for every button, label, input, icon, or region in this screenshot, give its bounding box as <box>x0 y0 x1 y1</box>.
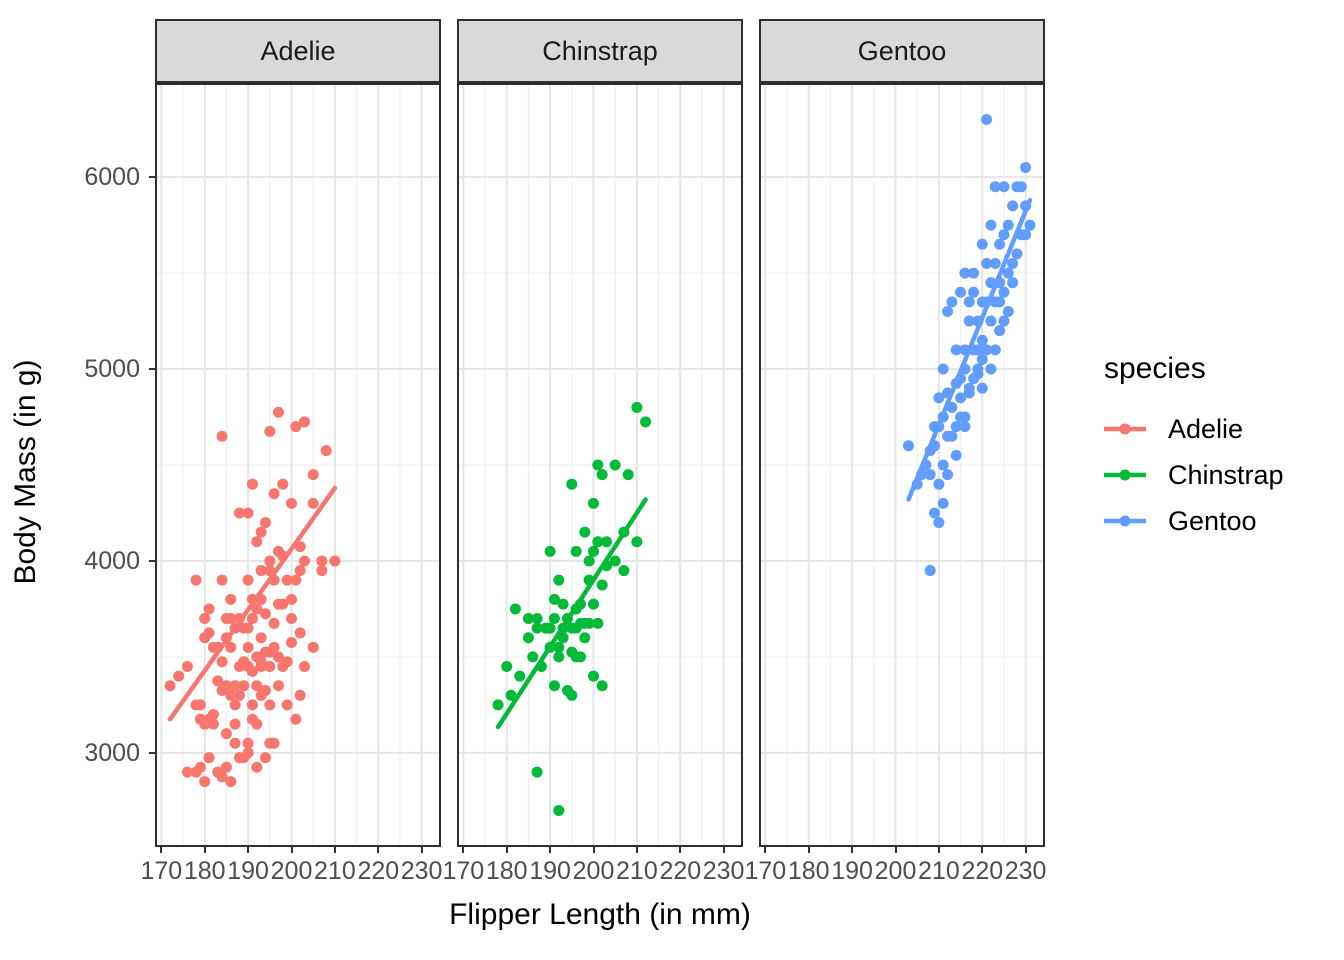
legend-label-adelie: Adelie <box>1168 413 1244 444</box>
legend: species Adelie Chinstrap Gentoo <box>1104 352 1284 550</box>
legend-label-chinstrap: Chinstrap <box>1168 459 1284 490</box>
y-tick-label: 3000 <box>84 738 140 767</box>
x-tick-label: 220 <box>357 857 400 885</box>
x-tick-label: 210 <box>314 857 356 885</box>
x-tick-label: 200 <box>270 857 313 885</box>
y-tick-mark <box>149 368 157 370</box>
y-tick-label: 5000 <box>84 355 140 383</box>
x-tick-mark <box>679 845 682 853</box>
y-tick-mark <box>149 176 157 179</box>
x-tick-label: 180 <box>183 857 226 885</box>
x-tick-label: 220 <box>961 857 1004 885</box>
x-tick-mark <box>1024 845 1027 853</box>
facet-strip-label: Chinstrap <box>542 35 658 66</box>
x-tick-mark <box>635 845 638 853</box>
legend-key-adelie-icon <box>1104 423 1146 435</box>
y-axis-title: Body Mass (in g) <box>9 359 42 585</box>
x-tick-label: 170 <box>442 857 485 885</box>
x-tick-label: 180 <box>787 857 830 885</box>
legend-label-gentoo: Gentoo <box>1168 505 1257 536</box>
panel-chinstrap-canvas <box>459 85 741 845</box>
x-tick-label: 190 <box>227 857 269 885</box>
x-tick-mark <box>290 845 293 853</box>
x-tick-label: 210 <box>918 857 960 885</box>
x-tick-label: 230 <box>400 857 443 885</box>
x-tick-mark <box>505 845 508 853</box>
x-tick-label: 180 <box>485 857 528 885</box>
x-tick-mark <box>807 845 810 853</box>
x-tick-mark <box>722 845 725 853</box>
x-tick-mark <box>981 845 984 853</box>
x-tick-mark <box>333 845 336 853</box>
trend-line-adelie <box>167 485 338 722</box>
facet-strip-chinstrap: Chinstrap <box>457 19 743 83</box>
y-tick-mark <box>149 751 157 754</box>
panel-adelie-canvas <box>157 85 439 845</box>
panel-adelie <box>155 83 441 847</box>
y-tick-mark <box>149 560 157 562</box>
panel-gentoo <box>759 83 1045 847</box>
x-tick-mark <box>851 845 854 853</box>
x-tick-mark <box>203 845 206 853</box>
x-tick-label: 200 <box>572 857 615 885</box>
facet-strip-label: Adelie <box>260 35 336 66</box>
x-tick-label: 230 <box>702 857 745 885</box>
x-tick-mark <box>549 845 552 853</box>
legend-title: species <box>1104 352 1206 385</box>
x-tick-label: 190 <box>529 857 571 885</box>
x-tick-mark <box>420 845 423 853</box>
panel-gentoo-canvas <box>761 85 1043 845</box>
x-tick-label: 170 <box>744 857 787 885</box>
x-tick-mark <box>764 845 767 853</box>
x-tick-mark <box>247 845 250 853</box>
facet-strip-gentoo: Gentoo <box>759 19 1045 83</box>
x-tick-label: 210 <box>616 857 658 885</box>
x-tick-label: 220 <box>659 857 702 885</box>
x-tick-label: 170 <box>140 857 183 885</box>
x-axis-title: Flipper Length (in mm) <box>449 898 751 931</box>
legend-item-chinstrap: Chinstrap <box>1104 458 1284 492</box>
panel-chinstrap <box>457 83 743 847</box>
x-tick-mark <box>894 845 897 853</box>
legend-item-adelie: Adelie <box>1104 412 1284 446</box>
facet-strip-adelie: Adelie <box>155 19 441 83</box>
trend-line-gentoo <box>906 197 1033 502</box>
x-tick-mark <box>377 845 380 853</box>
legend-item-gentoo: Gentoo <box>1104 504 1284 538</box>
facet-strip-label: Gentoo <box>857 35 947 66</box>
x-tick-mark <box>592 845 595 853</box>
x-tick-mark <box>937 845 940 853</box>
y-tick-label: 4000 <box>84 547 140 575</box>
trend-line-chinstrap <box>495 497 648 730</box>
x-tick-mark <box>462 845 465 853</box>
x-tick-mark <box>160 845 163 853</box>
x-tick-label: 230 <box>1004 857 1047 885</box>
legend-key-gentoo-icon <box>1104 515 1146 527</box>
legend-key-chinstrap-icon <box>1104 469 1146 481</box>
x-tick-label: 200 <box>874 857 917 885</box>
y-tick-label: 6000 <box>84 163 140 192</box>
x-tick-label: 190 <box>831 857 873 885</box>
